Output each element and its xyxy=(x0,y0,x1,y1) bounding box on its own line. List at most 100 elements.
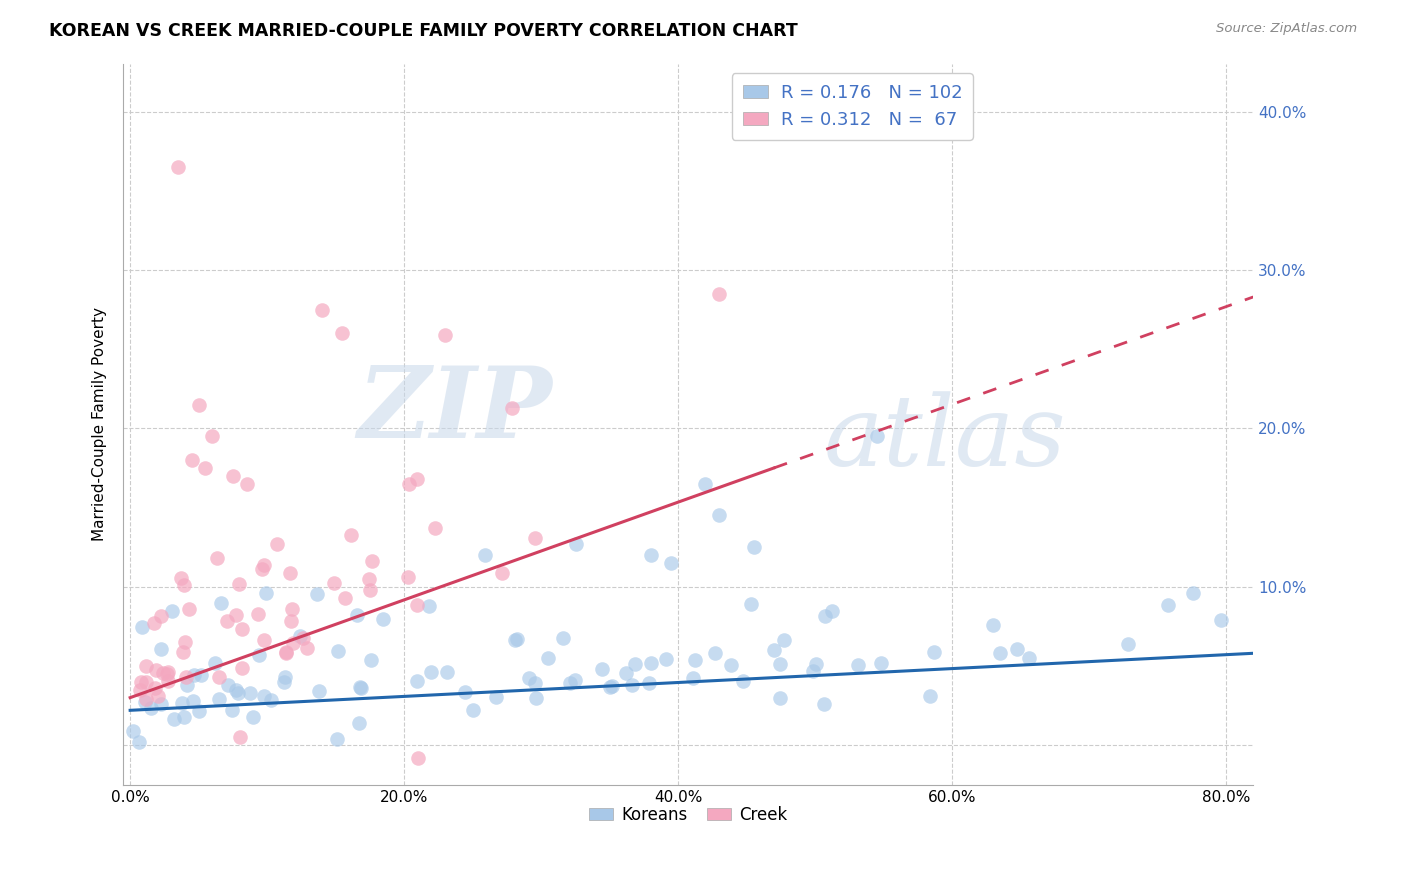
Point xyxy=(323,576,346,591)
Point xyxy=(150,609,173,624)
Point xyxy=(231,622,253,636)
Point xyxy=(308,683,330,698)
Point xyxy=(217,678,239,692)
Point xyxy=(551,631,574,645)
Point xyxy=(406,673,429,688)
Point xyxy=(276,646,298,660)
Y-axis label: Married-Couple Family Poverty: Married-Couple Family Poverty xyxy=(93,308,107,541)
Point xyxy=(135,675,157,690)
Point xyxy=(801,664,824,678)
Point xyxy=(143,616,166,631)
Point xyxy=(172,645,194,659)
Point xyxy=(359,572,381,586)
Point xyxy=(1209,613,1232,627)
Point xyxy=(526,691,548,706)
Point xyxy=(173,709,195,723)
Point xyxy=(506,632,529,646)
Point xyxy=(769,657,792,671)
Point xyxy=(170,696,193,710)
Point xyxy=(135,658,157,673)
Point xyxy=(1007,642,1029,657)
Point xyxy=(600,679,623,693)
Point xyxy=(360,652,382,666)
Point xyxy=(695,476,717,491)
Point xyxy=(174,635,197,649)
Point xyxy=(254,586,277,600)
Point xyxy=(524,531,547,545)
Point xyxy=(205,551,228,566)
Point xyxy=(228,576,250,591)
Text: ZIP: ZIP xyxy=(357,362,553,458)
Point xyxy=(922,645,945,659)
Point xyxy=(742,540,765,554)
Point xyxy=(614,665,637,680)
Point xyxy=(170,570,193,584)
Point xyxy=(434,327,457,342)
Point xyxy=(523,675,546,690)
Point xyxy=(139,701,162,715)
Point xyxy=(292,631,315,645)
Point xyxy=(280,614,302,628)
Point xyxy=(821,603,844,617)
Point xyxy=(371,611,394,625)
Point xyxy=(295,641,318,656)
Point xyxy=(920,689,942,703)
Point xyxy=(988,646,1011,660)
Point xyxy=(333,591,356,605)
Point xyxy=(340,528,363,542)
Point xyxy=(190,667,212,681)
Point xyxy=(846,657,869,672)
Point xyxy=(131,620,153,634)
Point xyxy=(763,643,786,657)
Point xyxy=(128,735,150,749)
Point xyxy=(405,472,427,486)
Point xyxy=(152,666,174,681)
Point xyxy=(253,633,276,648)
Point xyxy=(176,677,198,691)
Point xyxy=(361,554,384,568)
Point xyxy=(398,477,420,491)
Point xyxy=(274,645,297,659)
Point xyxy=(772,632,794,647)
Point xyxy=(707,508,730,523)
Point xyxy=(720,658,742,673)
Point xyxy=(280,602,302,616)
Point xyxy=(347,716,370,731)
Point xyxy=(229,731,252,745)
Point xyxy=(813,608,835,623)
Point xyxy=(564,673,586,687)
Point xyxy=(503,632,526,647)
Point xyxy=(396,569,419,583)
Point xyxy=(253,558,276,573)
Point xyxy=(326,644,349,658)
Point xyxy=(454,684,477,698)
Point xyxy=(278,566,301,580)
Point xyxy=(209,596,232,610)
Point xyxy=(231,660,253,674)
Point xyxy=(640,548,662,562)
Point xyxy=(239,686,262,700)
Point xyxy=(517,671,540,685)
Point xyxy=(222,469,245,483)
Point xyxy=(183,668,205,682)
Point xyxy=(565,537,588,551)
Point xyxy=(332,326,354,341)
Point xyxy=(346,608,368,623)
Point xyxy=(122,723,145,738)
Point xyxy=(253,690,276,704)
Point xyxy=(208,692,231,706)
Point xyxy=(204,656,226,670)
Point xyxy=(194,461,217,475)
Point xyxy=(474,548,496,562)
Point xyxy=(463,703,485,717)
Point xyxy=(621,677,644,691)
Point xyxy=(425,521,447,535)
Point xyxy=(226,686,249,700)
Legend: Koreans, Creek: Koreans, Creek xyxy=(582,799,794,830)
Point xyxy=(180,453,202,467)
Point xyxy=(207,670,229,684)
Point xyxy=(311,302,333,317)
Point xyxy=(1018,650,1040,665)
Point xyxy=(326,731,349,746)
Point xyxy=(167,160,190,174)
